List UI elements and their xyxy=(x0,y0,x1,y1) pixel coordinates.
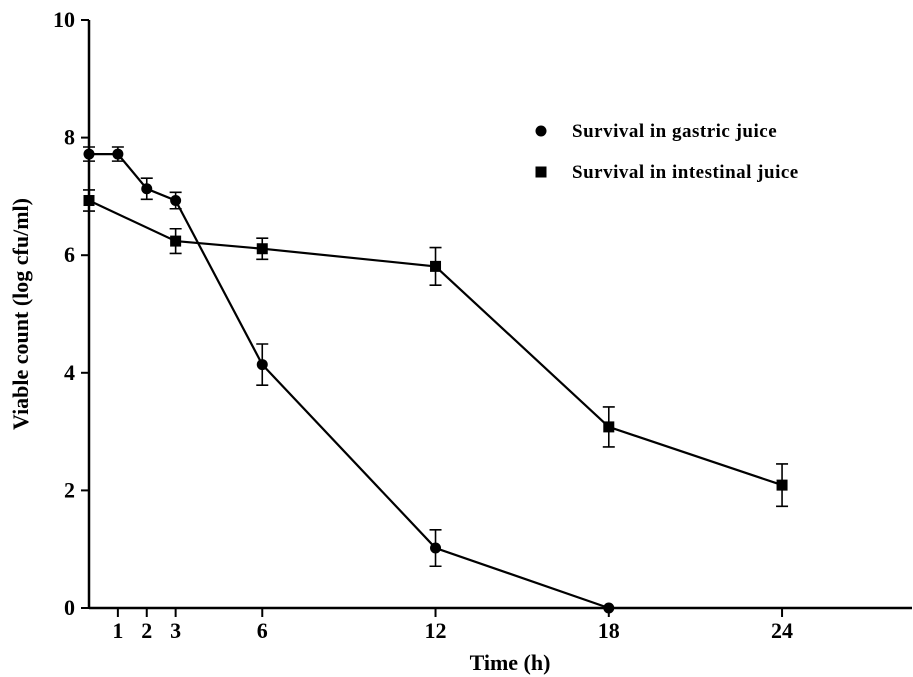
data-point-intestinal xyxy=(430,260,442,272)
y-tick-label: 10 xyxy=(53,7,75,32)
y-axis-title: Viable count (log cfu/ml) xyxy=(8,198,33,430)
x-tick-label: 3 xyxy=(170,618,181,643)
data-point-gastric xyxy=(112,148,124,160)
x-tick-label: 2 xyxy=(141,618,152,643)
series-gastric xyxy=(83,146,615,614)
x-tick-label: 24 xyxy=(771,618,793,643)
y-tick-label: 0 xyxy=(64,595,75,620)
x-ticks: 1 2 3 6 12 18 24 xyxy=(112,608,793,643)
data-point-gastric xyxy=(83,148,95,160)
y-tick-label: 4 xyxy=(64,360,75,385)
series-intestinal xyxy=(83,189,789,508)
data-point-gastric xyxy=(603,602,615,614)
data-point-intestinal xyxy=(776,479,788,491)
x-tick-label: 18 xyxy=(598,618,620,643)
x-axis-title: Time (h) xyxy=(470,650,551,675)
y-tick-label: 6 xyxy=(64,242,75,267)
legend-marker-gastric xyxy=(535,125,547,137)
y-tick-label: 8 xyxy=(64,125,75,150)
y-ticks: 0 2 4 6 8 10 xyxy=(53,7,89,620)
data-point-gastric xyxy=(256,359,268,371)
legend: Survival in gastric juice Survival in in… xyxy=(535,121,799,183)
x-tick-label: 1 xyxy=(112,618,123,643)
legend-label-intestinal: Survival in intestinal juice xyxy=(572,162,799,183)
series-line-gastric xyxy=(89,153,610,610)
data-point-gastric xyxy=(141,183,153,195)
data-point-intestinal xyxy=(83,195,95,207)
legend-marker-intestinal xyxy=(535,166,547,178)
legend-label-gastric: Survival in gastric juice xyxy=(572,121,777,142)
series-line-intestinal xyxy=(88,199,783,487)
data-point-intestinal xyxy=(603,421,615,433)
x-tick-label: 6 xyxy=(257,618,268,643)
data-point-gastric xyxy=(170,195,182,207)
series-layer xyxy=(83,146,789,614)
y-tick-label: 2 xyxy=(64,477,75,502)
data-point-intestinal xyxy=(170,235,182,247)
x-tick-label: 12 xyxy=(425,618,447,643)
axes xyxy=(87,20,912,610)
data-point-intestinal xyxy=(256,243,268,255)
data-point-gastric xyxy=(430,542,442,554)
